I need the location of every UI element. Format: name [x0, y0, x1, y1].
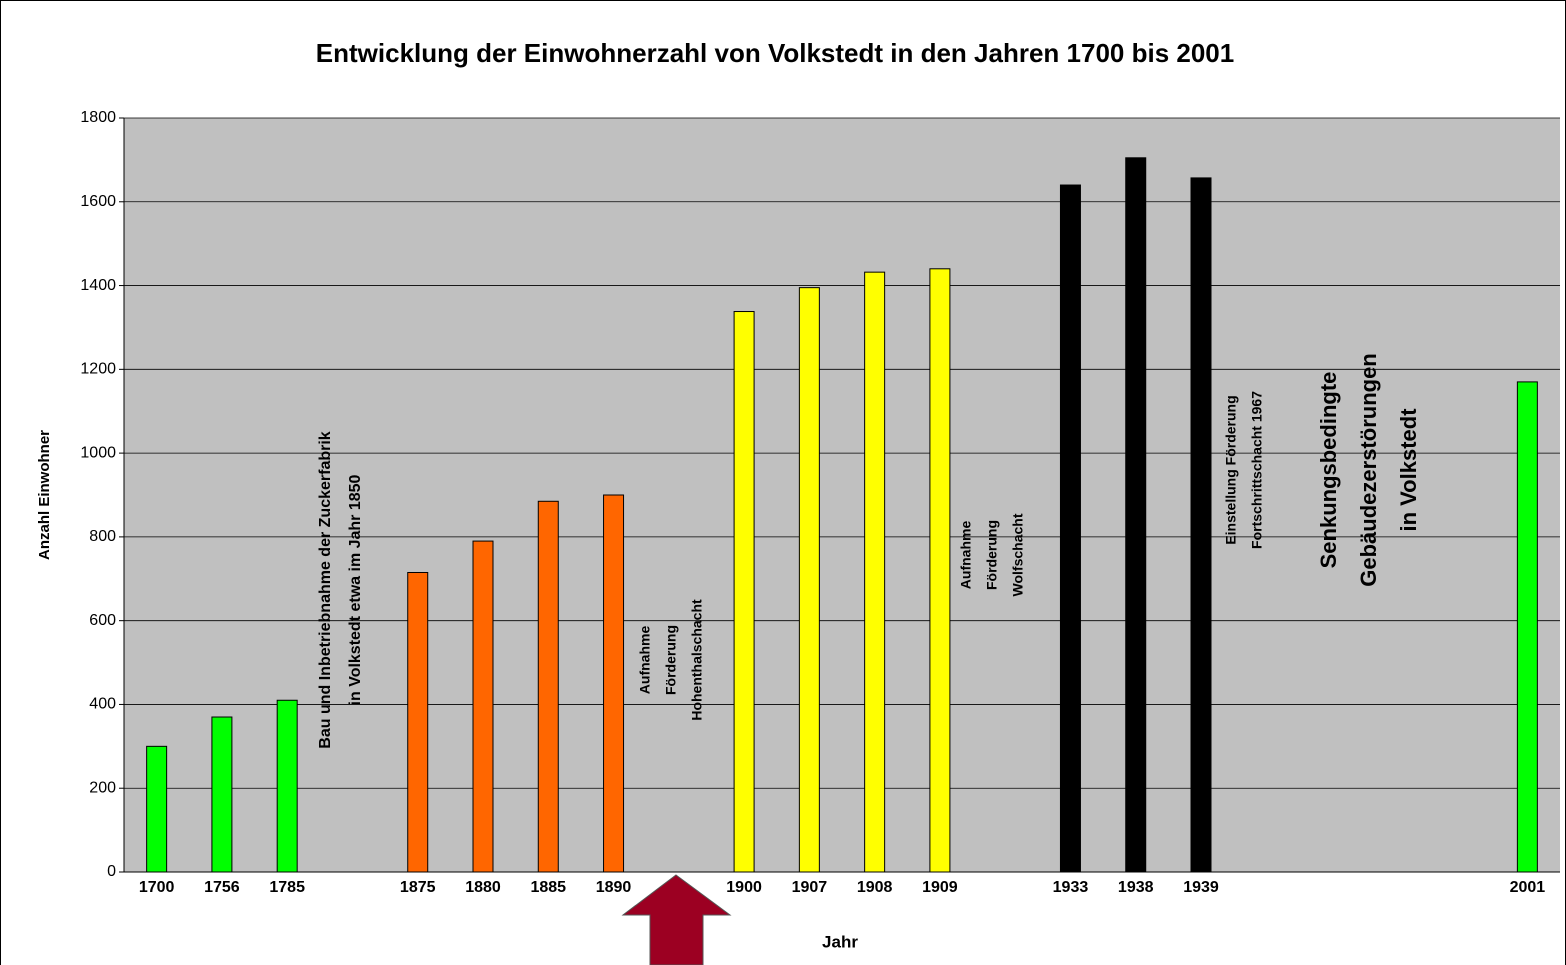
bar — [929, 268, 951, 873]
x-tick-label: 1785 — [269, 879, 305, 896]
bar — [1516, 381, 1538, 873]
annotation: Hohenthalschacht — [689, 599, 705, 721]
annotation: Aufnahme — [958, 521, 974, 590]
y-tick-label: 1800 — [80, 109, 116, 126]
x-tick-label: 1756 — [204, 879, 240, 896]
annotation: Bau und Inbetriebnahme der Zuckerfabrik — [317, 431, 334, 749]
annotation: Gebäudezerstörungen — [1356, 353, 1381, 586]
bar — [798, 287, 820, 873]
y-tick-label: 400 — [89, 696, 116, 713]
arrow — [621, 874, 732, 965]
y-tick-label: 200 — [89, 779, 116, 796]
bar — [146, 745, 168, 873]
bar — [733, 311, 755, 873]
annotation: Förderung — [663, 625, 679, 695]
x-tick-label: 1890 — [596, 879, 632, 896]
chart-title: Entwicklung der Einwohnerzahl von Volkst… — [316, 38, 1234, 68]
y-tick-label: 1200 — [80, 361, 116, 378]
x-tick-label: 1939 — [1183, 879, 1219, 896]
annotation: Einstellung Förderung — [1223, 395, 1239, 544]
x-tick-label: 1938 — [1118, 879, 1154, 896]
y-tick-label: 1400 — [80, 277, 116, 294]
x-tick-label: 1909 — [922, 879, 958, 896]
bar — [1125, 157, 1147, 873]
x-tick-label: 1875 — [400, 879, 436, 896]
bar — [864, 271, 886, 873]
annotation: in Volkstedt — [1396, 408, 1421, 532]
annotation: Förderung — [984, 520, 1000, 590]
y-tick-label: 600 — [89, 612, 116, 629]
annotation: Wolfschacht — [1010, 513, 1026, 596]
x-tick-label: 1885 — [530, 879, 566, 896]
bar — [603, 494, 625, 873]
x-tick-label: 1880 — [465, 879, 501, 896]
y-tick-label: 800 — [89, 528, 116, 545]
bar — [1190, 177, 1212, 873]
x-tick-label: 1933 — [1053, 879, 1089, 896]
bar — [407, 571, 429, 873]
annotation: Fortschrittschacht 1967 — [1249, 391, 1265, 549]
x-tick-label: 1900 — [726, 879, 762, 896]
x-axis-label: Jahr — [822, 932, 858, 951]
x-tick-label: 1908 — [857, 879, 893, 896]
x-tick-label: 2001 — [1510, 879, 1546, 896]
x-tick-label: 1907 — [792, 879, 828, 896]
bar — [472, 540, 494, 873]
bar — [1059, 184, 1081, 873]
y-axis-label: Anzahl Einwohner — [36, 430, 53, 560]
y-tick-label: 0 — [107, 863, 116, 880]
y-tick-label: 1600 — [80, 193, 116, 210]
bar — [211, 716, 233, 873]
plot-area — [124, 118, 1560, 872]
x-tick-label: 1700 — [139, 879, 175, 896]
bar — [537, 500, 559, 873]
annotation: Senkungsbedingte — [1316, 372, 1341, 569]
annotation: in Volkstedt etwa im Jahr 1850 — [347, 474, 364, 705]
bar — [276, 699, 298, 873]
annotation: Aufnahme — [637, 626, 653, 695]
y-tick-label: 1000 — [80, 444, 116, 461]
